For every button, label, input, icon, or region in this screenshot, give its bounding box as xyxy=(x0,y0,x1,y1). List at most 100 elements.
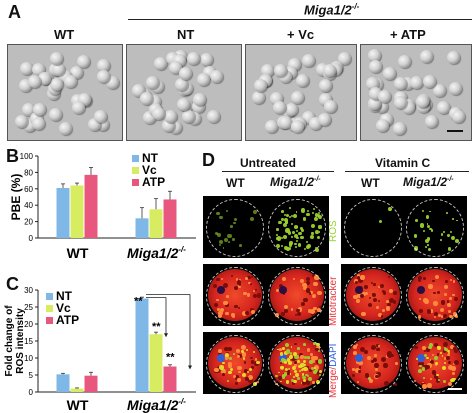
oocyte-cell xyxy=(94,109,108,123)
oocyte-cell xyxy=(175,78,189,92)
oocyte-cell xyxy=(51,62,65,76)
oocyte-cell xyxy=(151,106,165,120)
oocyte-cell xyxy=(251,91,265,105)
oocyte-outline xyxy=(344,335,402,393)
col-label-vc: + Vc xyxy=(287,27,315,42)
fluor-tile-ros-miga-untreated xyxy=(265,196,329,258)
oocyte-outline xyxy=(206,199,264,257)
y-axis-label: PBE (%) xyxy=(9,174,23,221)
oocyte-cell xyxy=(322,64,336,78)
oocyte-cell xyxy=(317,112,331,126)
oocyte-cell xyxy=(97,59,111,73)
bar-nt xyxy=(56,374,70,392)
oocyte-cell xyxy=(274,63,288,77)
oocyte-cell xyxy=(187,52,201,66)
oocyte-cell xyxy=(446,50,460,64)
oocyte-cell xyxy=(393,122,406,136)
oocyte-outline xyxy=(406,335,464,393)
panel-a-group-header: Miga1/2-/- xyxy=(304,2,359,17)
legend-swatch-nt xyxy=(132,155,139,162)
group-header-rule xyxy=(128,19,472,20)
oocyte-cell xyxy=(146,75,160,89)
bar-nt xyxy=(56,187,70,238)
micrograph-wt xyxy=(7,44,123,141)
category-label: Miga1/2-/- xyxy=(127,245,186,261)
oocyte-cell xyxy=(301,53,315,67)
fluor-tile-mito-miga-untreated xyxy=(265,264,329,326)
oocyte-outline xyxy=(206,267,264,325)
oocyte-cell xyxy=(376,118,390,132)
oocyte-cell xyxy=(318,79,332,93)
oocyte-cell xyxy=(424,114,438,128)
oocyte-cell xyxy=(27,74,41,88)
y-axis-label: Fold change of xyxy=(4,305,15,377)
oocyte-cell xyxy=(272,101,286,115)
oocyte-outline xyxy=(406,267,464,325)
oocyte-outline xyxy=(344,199,402,257)
significance-mark: ** xyxy=(152,321,161,333)
d-col-wt-1: WT xyxy=(226,176,245,190)
legend-label: NT xyxy=(56,289,73,303)
fluor-tile-ros-miga-vitc xyxy=(403,196,467,258)
fluor-tile-merge-miga-untreated xyxy=(265,332,329,394)
fluor-tile-merge-miga-vitc xyxy=(403,332,467,394)
fluor-tile-mito-miga-vitc xyxy=(403,264,467,326)
scale-bar xyxy=(448,388,462,390)
d-col-miga-2-sup: -/- xyxy=(447,176,454,183)
category-label: Miga1/2-/- xyxy=(127,397,186,413)
oocyte-cell xyxy=(20,62,34,76)
oocyte-cell xyxy=(32,116,46,130)
y-tick-label: 5 xyxy=(29,371,34,380)
oocyte-cell xyxy=(49,52,63,65)
legend-swatch-atp xyxy=(132,179,139,186)
panel-b-letter: B xyxy=(6,146,19,166)
y-tick-label: 20 xyxy=(24,218,33,227)
oocyte-outline xyxy=(268,335,326,393)
oocyte-cell xyxy=(324,100,338,114)
scale-bar xyxy=(447,130,463,132)
bar-atp xyxy=(163,199,177,238)
oocyte-cell xyxy=(368,60,382,74)
d-col-miga-1: Miga1/2-/- xyxy=(270,175,321,189)
fluor-tile-ros-wt-vitc xyxy=(341,196,405,258)
row-label-dapi-text: DAPI xyxy=(328,343,339,367)
y-axis-label: ROS intensity xyxy=(15,308,26,374)
y-tick-label: 80 xyxy=(24,168,33,177)
oocyte-cell xyxy=(77,55,91,69)
fluor-tile-merge-wt-untreated xyxy=(203,332,267,394)
y-tick-label: 10 xyxy=(24,354,33,363)
ros-dot xyxy=(315,247,320,252)
micrograph-nt xyxy=(126,44,242,141)
oocyte-cell xyxy=(382,67,396,81)
y-tick-label: 60 xyxy=(24,185,33,194)
y-tick-label: 30 xyxy=(24,286,33,295)
oocyte-outline xyxy=(406,199,464,257)
micrograph-atp xyxy=(360,44,472,141)
oocyte-cell xyxy=(394,96,408,110)
significance-mark: ** xyxy=(134,296,143,308)
fluor-tile-ros-wt-untreated xyxy=(203,196,267,258)
group-header-sup: -/- xyxy=(351,2,360,11)
oocyte-cell xyxy=(179,67,193,81)
header-untreated-rule xyxy=(222,171,334,172)
oocyte-cell xyxy=(393,77,407,91)
fluor-tile-merge-wt-vitc xyxy=(341,332,405,394)
bar-nt xyxy=(135,298,149,392)
sig-arrow xyxy=(164,333,168,338)
legend-label: Vc xyxy=(142,163,157,177)
oocyte-cell xyxy=(291,120,305,134)
legend-label: Vc xyxy=(56,301,71,315)
oocyte-cell xyxy=(199,53,213,67)
micrograph-vc xyxy=(245,44,357,141)
oocyte-cell xyxy=(254,78,268,92)
oocyte-cell xyxy=(377,89,391,103)
d-col-miga-2: Miga1/2-/- xyxy=(403,175,454,189)
oocyte-outline xyxy=(268,199,326,257)
header-vitaminc: Vitamin C xyxy=(375,156,431,170)
oocyte-cell xyxy=(177,98,191,112)
oocyte-cell xyxy=(49,78,63,92)
oocyte-cell xyxy=(59,122,73,136)
row-label-merge: Merge/DAPI xyxy=(328,344,339,398)
panel-c-letter: C xyxy=(6,274,19,294)
oocyte-cell xyxy=(163,110,177,124)
